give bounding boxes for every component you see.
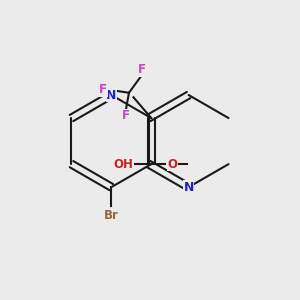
Text: N: N [184, 181, 194, 194]
Text: F: F [138, 63, 146, 76]
Text: O: O [167, 158, 178, 171]
Text: OH: OH [113, 158, 133, 171]
Text: F: F [122, 109, 130, 122]
Text: Br: Br [104, 209, 119, 223]
Text: N: N [106, 88, 116, 101]
Text: F: F [99, 83, 107, 96]
